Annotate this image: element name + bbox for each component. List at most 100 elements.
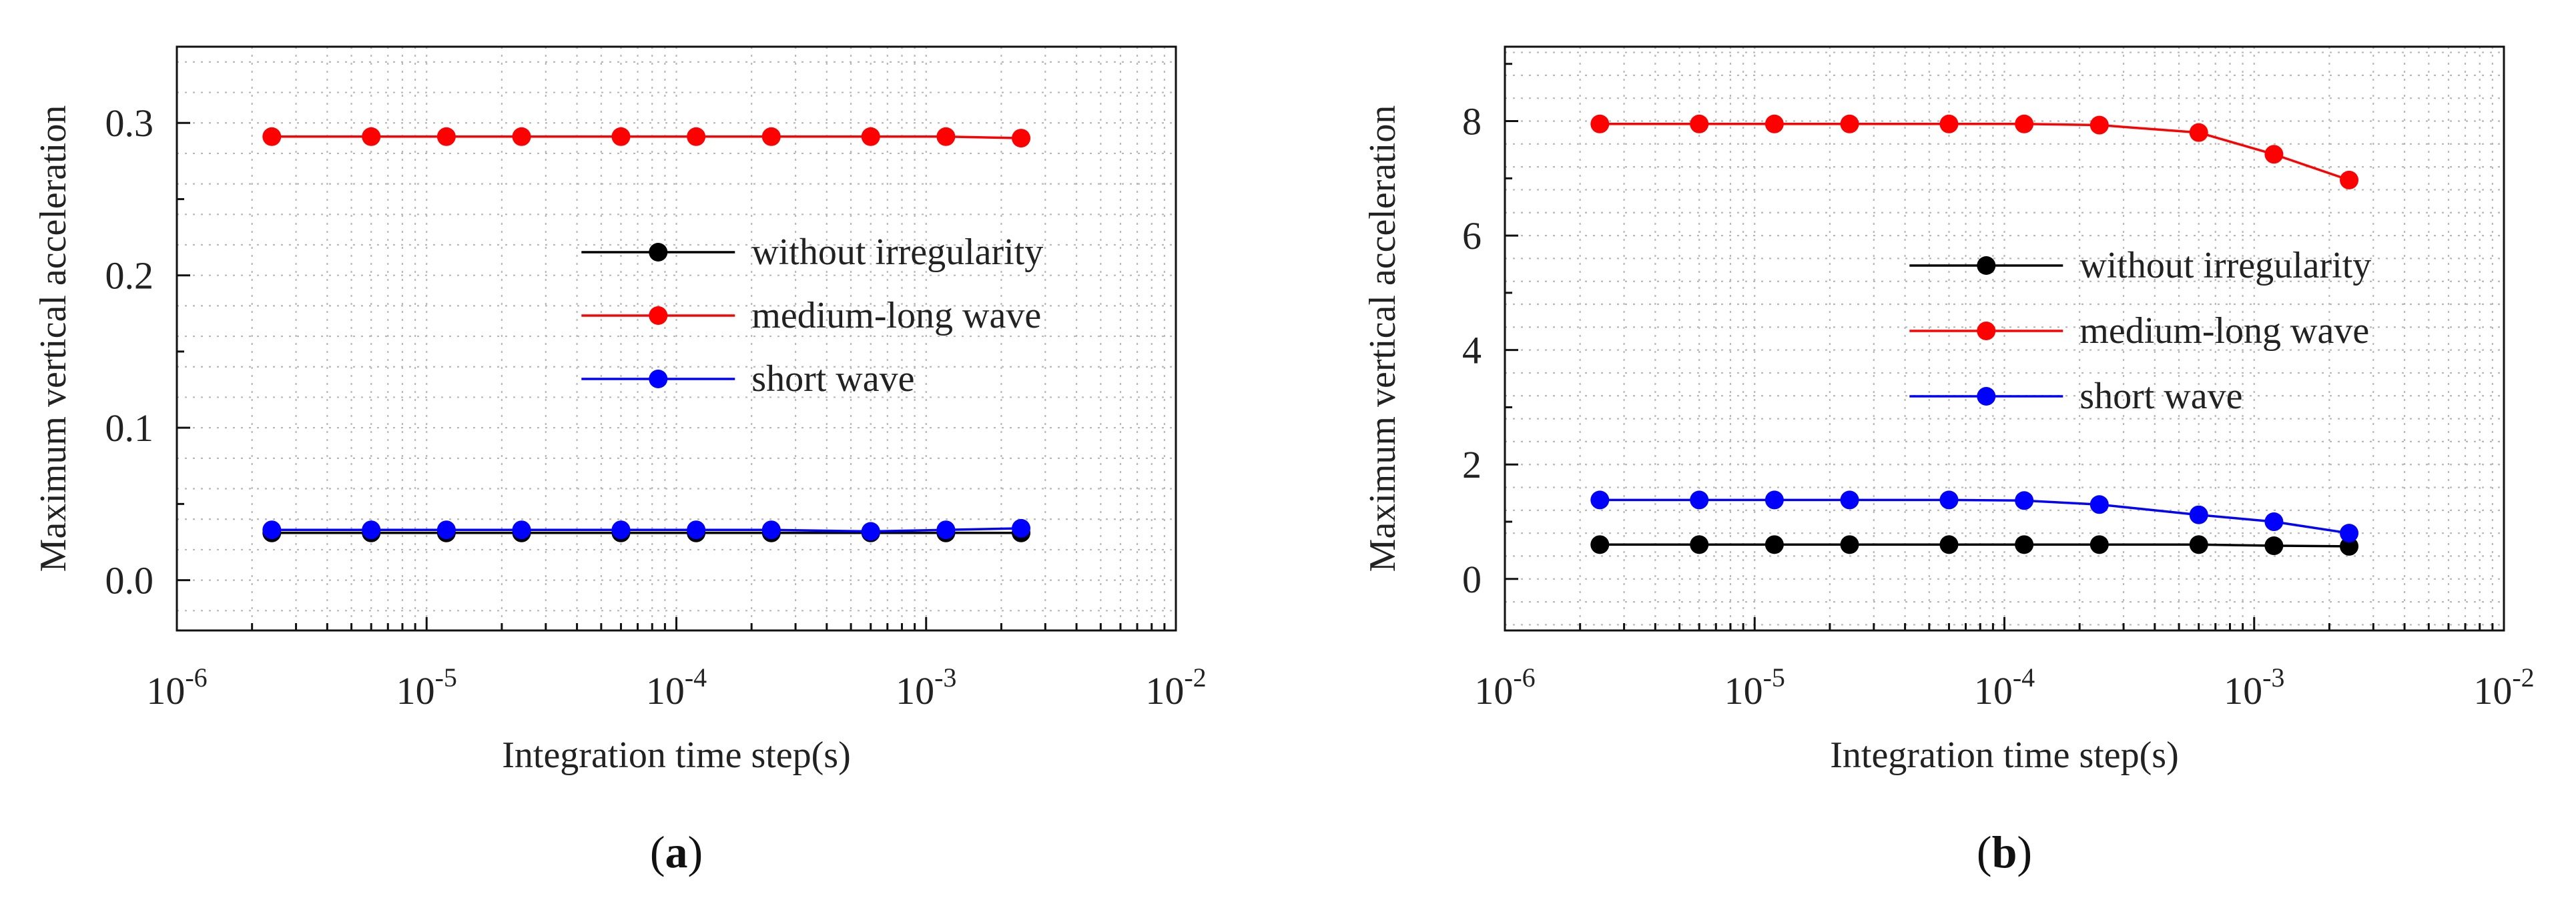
- series-without-irregularity: [1590, 535, 2359, 556]
- x-tick-label: 10-4: [646, 662, 707, 713]
- data-point: [2189, 535, 2208, 554]
- data-point: [1590, 114, 1610, 133]
- x-tick-label: 10-6: [1474, 662, 1535, 713]
- data-point: [262, 520, 282, 540]
- data-point: [362, 127, 381, 146]
- data-point: [2189, 505, 2208, 524]
- data-point: [512, 127, 531, 146]
- legend-label: medium-long wave: [751, 295, 1041, 336]
- panel-label-close: ): [2017, 827, 2032, 877]
- legend-marker: [1977, 256, 1996, 275]
- panel-a: 10-6 10-5 10-4 10-3 10-20.00.10.20.3Integrat…: [33, 45, 1207, 877]
- data-point: [1012, 518, 1031, 538]
- x-tick-label: 10-6: [146, 662, 207, 713]
- x-tick-base: 10: [646, 669, 685, 713]
- panel-label: (a): [650, 827, 703, 877]
- x-tick-label: 10-5: [1724, 662, 1785, 713]
- y-axis-title: Maximum vertical acceleration: [33, 105, 74, 572]
- x-tick-base: 10: [1724, 669, 1763, 713]
- data-point: [1840, 490, 1859, 510]
- y-axis: 0.0 0.1 0.2 0.3: [105, 45, 190, 602]
- data-point: [611, 520, 631, 540]
- data-point: [1012, 129, 1031, 148]
- y-tick-label: 8: [1462, 100, 1482, 143]
- series-line: [1600, 123, 2350, 181]
- data-point: [1840, 535, 1859, 554]
- x-tick-base: 10: [146, 669, 185, 713]
- data-point: [2264, 145, 2284, 164]
- data-point: [861, 127, 880, 146]
- data-point: [1764, 114, 1784, 133]
- y-axis-title: Maximum vertical acceleration: [1362, 105, 1403, 572]
- y-tick-label: 2: [1462, 443, 1482, 486]
- data-point: [2015, 114, 2034, 133]
- data-point: [1590, 535, 1610, 554]
- y-tick-label: 0.1: [105, 406, 154, 450]
- data-point: [1840, 114, 1859, 133]
- data-point: [2340, 536, 2359, 556]
- legend-label: without irregularity: [751, 232, 1043, 273]
- data-point: [611, 127, 631, 146]
- data-point: [2089, 535, 2109, 554]
- legend-marker: [649, 243, 668, 262]
- x-tick-exponent: -3: [2262, 662, 2284, 693]
- x-tick-base: 10: [396, 669, 435, 713]
- y-tick-label: 0.2: [105, 254, 154, 298]
- panel-label-open: (: [1977, 827, 1992, 877]
- legend-item: short wave: [1909, 376, 2242, 417]
- legend-marker: [1977, 387, 1996, 406]
- data-point: [2015, 491, 2034, 510]
- x-tick-exponent: -5: [1763, 662, 1785, 693]
- data-point: [761, 520, 781, 540]
- panel-label-close: ): [688, 827, 703, 877]
- x-tick-label: 10-2: [2473, 662, 2534, 713]
- series-medium-long-wave: [1590, 114, 2359, 189]
- series-line: [1600, 498, 2350, 534]
- data-point: [2264, 512, 2284, 532]
- data-point: [1939, 490, 1959, 510]
- legend-label: short wave: [751, 358, 914, 400]
- x-tick-label: 10-3: [896, 662, 956, 713]
- data-point: [2340, 524, 2359, 543]
- data-point: [687, 127, 706, 146]
- data-point: [2189, 123, 2208, 142]
- legend-marker: [649, 306, 668, 325]
- x-tick-exponent: -5: [435, 662, 457, 693]
- legend-item: short wave: [581, 358, 914, 400]
- x-tick-exponent: -2: [1184, 662, 1206, 693]
- legend-item: without irregularity: [581, 232, 1043, 273]
- x-tick-exponent: -2: [2512, 662, 2534, 693]
- panel-label: (b): [1977, 827, 2032, 877]
- data-point: [1590, 490, 1610, 510]
- data-point: [1764, 490, 1784, 510]
- data-point: [512, 520, 531, 540]
- legend-label: short wave: [2079, 376, 2242, 417]
- data-point: [2089, 115, 2109, 135]
- x-tick-exponent: -6: [1513, 662, 1535, 693]
- panel-label-letter: a: [665, 827, 688, 877]
- legend-marker: [649, 370, 668, 388]
- data-point: [687, 520, 706, 540]
- legend-item: medium-long wave: [1909, 310, 2369, 352]
- x-tick-exponent: -6: [185, 662, 207, 693]
- x-tick-base: 10: [1474, 669, 1513, 713]
- data-point: [2015, 535, 2034, 554]
- panel-label-letter: b: [1992, 827, 2017, 877]
- legend-label: without irregularity: [2079, 245, 2371, 286]
- data-point: [262, 127, 282, 146]
- x-tick-exponent: -4: [685, 662, 707, 693]
- series-line: [272, 527, 1022, 533]
- legend: without irregularity medium-long wave shor…: [1909, 245, 2371, 417]
- x-tick-base: 10: [2473, 669, 2512, 713]
- panel-label-open: (: [650, 827, 665, 877]
- x-axis: 10-6 10-5 10-4 10-3 10-2: [1474, 617, 2535, 713]
- data-point: [2340, 170, 2359, 189]
- data-point: [936, 520, 956, 540]
- legend-label: medium-long wave: [2079, 310, 2369, 352]
- y-tick-label: 0: [1462, 558, 1482, 601]
- x-tick-base: 10: [1145, 669, 1184, 713]
- legend-marker: [1977, 322, 1996, 340]
